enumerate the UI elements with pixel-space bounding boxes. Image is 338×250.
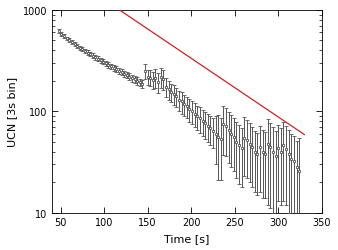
X-axis label: Time [s]: Time [s] bbox=[164, 233, 210, 243]
Y-axis label: UCN [3s bin]: UCN [3s bin] bbox=[7, 77, 17, 147]
